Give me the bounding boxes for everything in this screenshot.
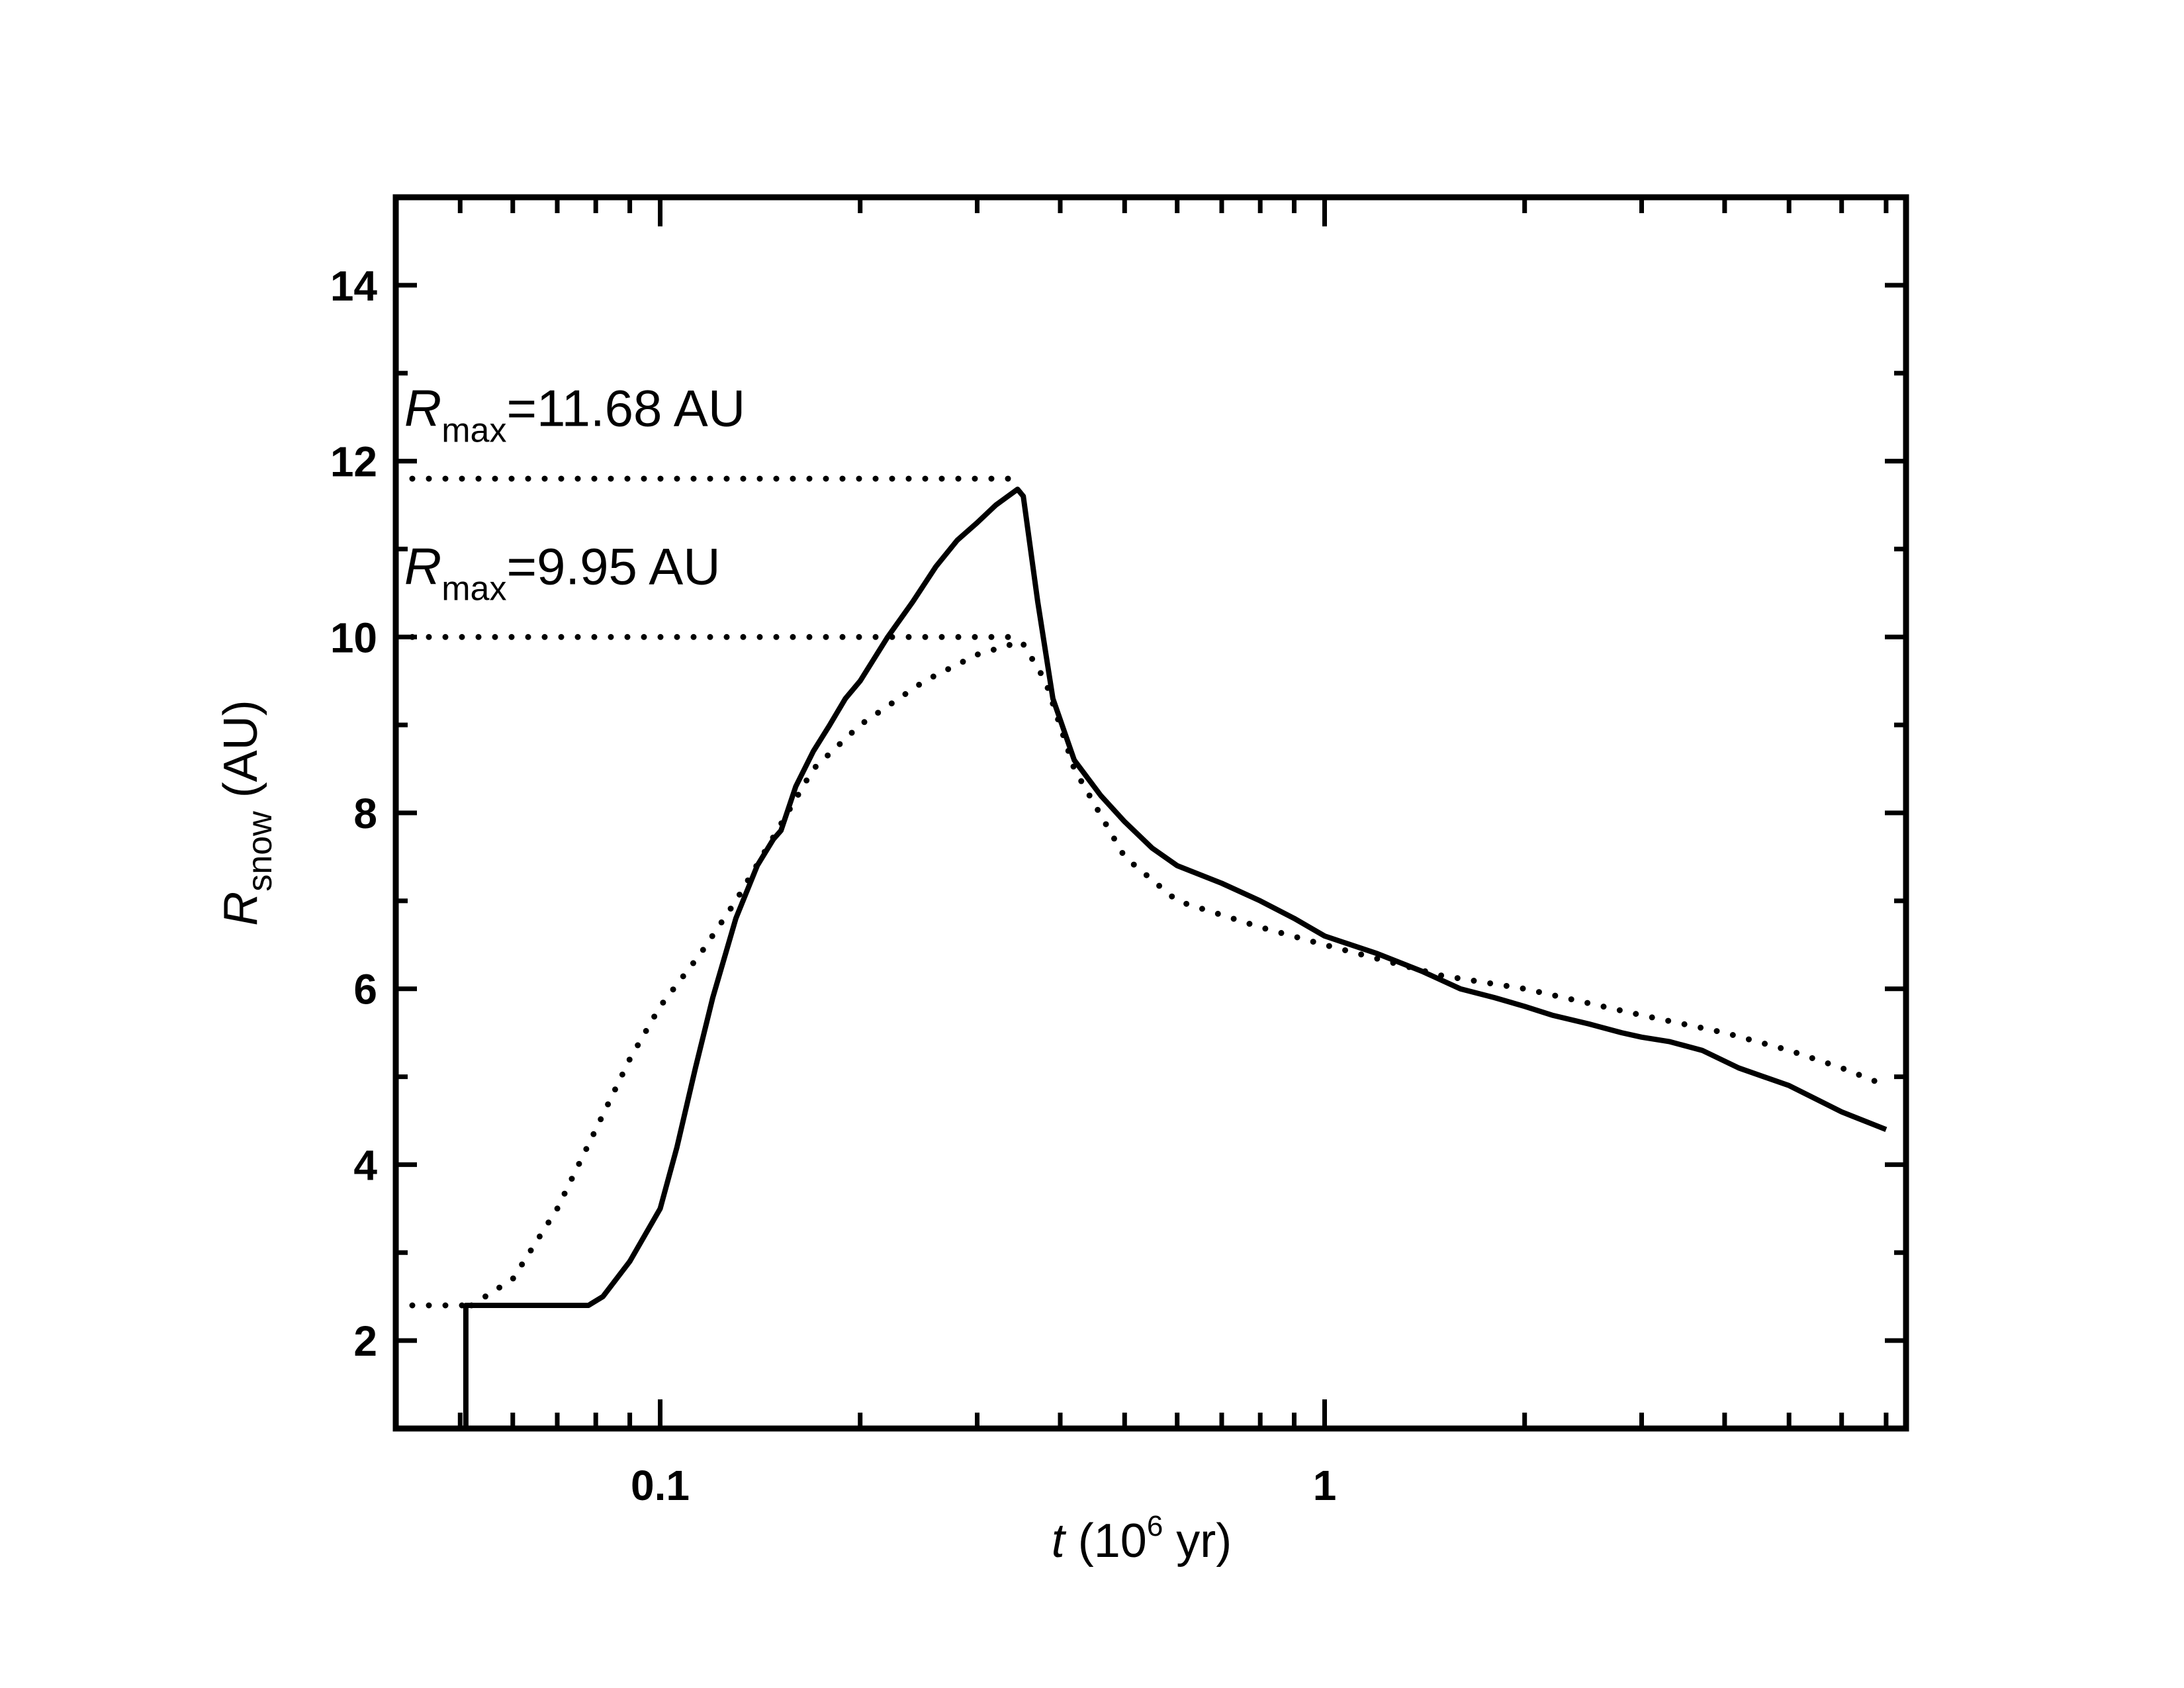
y-tick-label: 14 <box>330 262 378 310</box>
y-tick-label: 12 <box>330 438 377 486</box>
y-tick-label: 2 <box>353 1317 377 1365</box>
x-axis-label-end: yr) <box>1163 1515 1232 1568</box>
y-axis-label: Rsnow (AU) <box>214 700 279 925</box>
x-axis-label-var: t <box>1052 1515 1067 1568</box>
plot-area <box>392 475 1889 1429</box>
x-tick-label: 0.1 <box>631 1462 690 1509</box>
annotation-rmax-9-95-var: R <box>404 538 441 596</box>
y-axis-label-end: (AU) <box>214 700 267 811</box>
x-tick-label: 1 <box>1313 1462 1337 1509</box>
annotation-rmax-11-68-var: R <box>404 379 441 437</box>
series-solid-line <box>463 487 1888 1429</box>
x-axis-label: t (106 yr) <box>1052 1510 1232 1568</box>
y-tick-label: 4 <box>353 1141 377 1189</box>
annotation-rmax-11-68: Rmax=11.68 AU <box>404 379 745 449</box>
annotation-rmax-9-95-text: =9.95 AU <box>506 538 720 596</box>
y-tick-label: 8 <box>353 790 377 837</box>
y-axis-label-var: R <box>214 892 267 926</box>
x-axis-label-sup: 6 <box>1147 1510 1163 1542</box>
y-axis-label-sub: snow <box>241 811 279 892</box>
ticks <box>393 195 1906 1431</box>
annotation-rmax-9-95-sub: max <box>441 570 506 608</box>
series-dotted-line <box>468 638 1889 1309</box>
y-tick-label: 6 <box>353 966 377 1013</box>
annotation-rmax-11-68-text: =11.68 AU <box>506 379 745 437</box>
annotation-rmax-11-68-sub: max <box>441 411 506 449</box>
y-tick-label: 10 <box>330 614 377 661</box>
annotation-rmax-9-95: Rmax=9.95 AU <box>404 538 721 608</box>
x-axis-label-main: (10 <box>1065 1515 1147 1568</box>
